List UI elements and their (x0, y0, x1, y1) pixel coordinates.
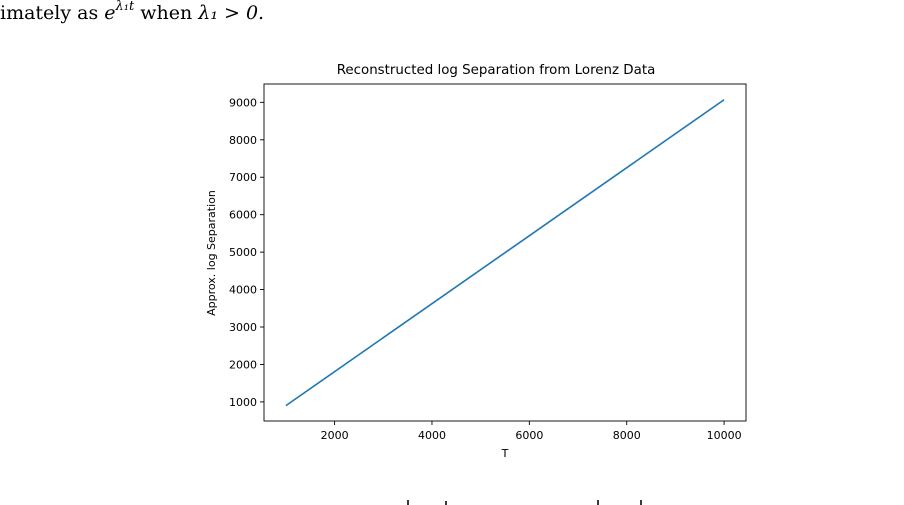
y-axis-ticks: 1000 2000 3000 4000 5000 6000 7000 8000 9000 (229, 96, 264, 409)
y-tick-label: 6000 (229, 209, 257, 222)
series-line (285, 99, 725, 407)
chart-title: Reconstructed log Separation from Lorenz… (337, 63, 656, 78)
x-tick-label: 4000 (418, 429, 446, 442)
x-tick-label: 2000 (321, 429, 349, 442)
intro-text-when: when (134, 2, 199, 24)
y-tick-label: 9000 (229, 96, 257, 109)
exp-power: λ₁t (115, 0, 135, 14)
y-tick-label: 1000 (229, 396, 257, 409)
y-tick-label: 3000 (229, 321, 257, 334)
intro-text-prefix: imately as (0, 2, 105, 24)
y-tick-label: 5000 (229, 246, 257, 259)
y-tick-label: 7000 (229, 171, 257, 184)
x-tick-label: 10000 (707, 429, 742, 442)
x-axis-label: T (501, 447, 509, 460)
condition-math: λ₁ > 0. (198, 2, 265, 24)
y-axis-label: Approx. log Separation (205, 190, 218, 316)
x-tick-label: 8000 (613, 429, 641, 442)
intro-text-line: imately as eλ₁t when λ₁ > 0. (0, 0, 264, 28)
y-tick-label: 2000 (229, 358, 257, 371)
caption-text-remnant (407, 500, 642, 505)
exp-base: e (104, 2, 116, 24)
y-tick-label: 8000 (229, 134, 257, 147)
x-tick-label: 6000 (515, 429, 543, 442)
x-axis-ticks: 2000 4000 6000 8000 10000 (321, 421, 742, 442)
series-group (285, 99, 725, 407)
y-tick-label: 4000 (229, 284, 257, 297)
